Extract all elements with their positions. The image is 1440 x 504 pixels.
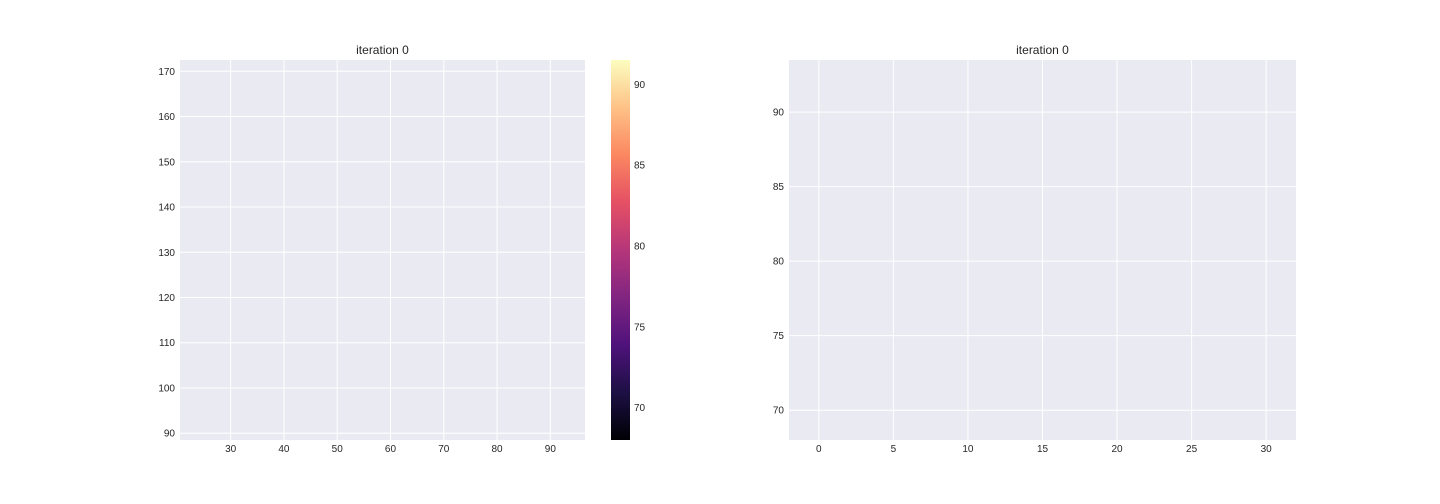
right-y-tick-label: 85 xyxy=(773,182,785,193)
left-x-tick-labels: 30 40 50 60 70 80 90 xyxy=(225,444,556,455)
right-x-tick-label: 5 xyxy=(891,444,897,455)
right-x-tick-label: 25 xyxy=(1186,444,1198,455)
left-y-tick-label: 160 xyxy=(158,112,175,123)
right-x-tick-label: 30 xyxy=(1261,444,1273,455)
right-x-tick-label: 20 xyxy=(1111,444,1123,455)
left-y-tick-label: 150 xyxy=(158,157,175,168)
right-y-tick-label: 75 xyxy=(773,331,785,342)
right-x-tick-labels: 0 5 10 15 20 25 30 xyxy=(816,444,1272,455)
colorbar-tick-label: 90 xyxy=(634,80,646,91)
left-chart-title: iteration 0 xyxy=(356,43,409,57)
right-chart-title: iteration 0 xyxy=(1016,43,1069,57)
left-x-tick-label: 60 xyxy=(385,444,397,455)
left-x-tick-label: 90 xyxy=(545,444,557,455)
right-chart: iteration 0 0 5 10 15 20 25 30 70 75 80 85 90 xyxy=(773,43,1296,455)
right-y-tick-label: 70 xyxy=(773,406,785,417)
left-y-tick-label: 90 xyxy=(164,429,176,440)
left-x-tick-label: 80 xyxy=(492,444,504,455)
colorbar: 70 75 80 85 90 xyxy=(611,60,646,440)
right-y-tick-labels: 70 75 80 85 90 xyxy=(773,108,785,417)
left-y-tick-label: 170 xyxy=(158,67,175,78)
left-y-tick-label: 140 xyxy=(158,203,175,214)
colorbar-tick-label: 70 xyxy=(634,403,646,414)
right-y-tick-label: 80 xyxy=(773,257,785,268)
left-x-tick-label: 70 xyxy=(438,444,450,455)
right-grid xyxy=(789,60,1296,440)
left-chart: iteration 0 30 40 50 60 70 80 90 90 100 110 120 13… xyxy=(158,43,585,455)
left-y-tick-label: 120 xyxy=(158,293,175,304)
right-x-tick-label: 0 xyxy=(816,444,822,455)
left-y-tick-label: 100 xyxy=(158,383,175,394)
left-y-tick-labels: 90 100 110 120 130 140 150 160 170 xyxy=(158,67,175,440)
right-x-tick-label: 15 xyxy=(1037,444,1049,455)
right-x-tick-label: 10 xyxy=(962,444,974,455)
colorbar-gradient xyxy=(611,60,630,440)
left-y-tick-label: 110 xyxy=(159,338,175,349)
left-x-tick-label: 40 xyxy=(278,444,290,455)
colorbar-tick-label: 80 xyxy=(634,241,646,252)
colorbar-tick-label: 85 xyxy=(634,161,646,172)
colorbar-tick-labels: 70 75 80 85 90 xyxy=(634,80,646,414)
left-x-tick-label: 50 xyxy=(332,444,344,455)
left-x-tick-label: 30 xyxy=(225,444,237,455)
left-plot-area xyxy=(180,60,585,440)
right-y-tick-label: 90 xyxy=(773,108,785,119)
left-y-tick-label: 130 xyxy=(158,248,175,259)
colorbar-tick-label: 75 xyxy=(634,322,646,333)
left-grid xyxy=(180,60,585,440)
